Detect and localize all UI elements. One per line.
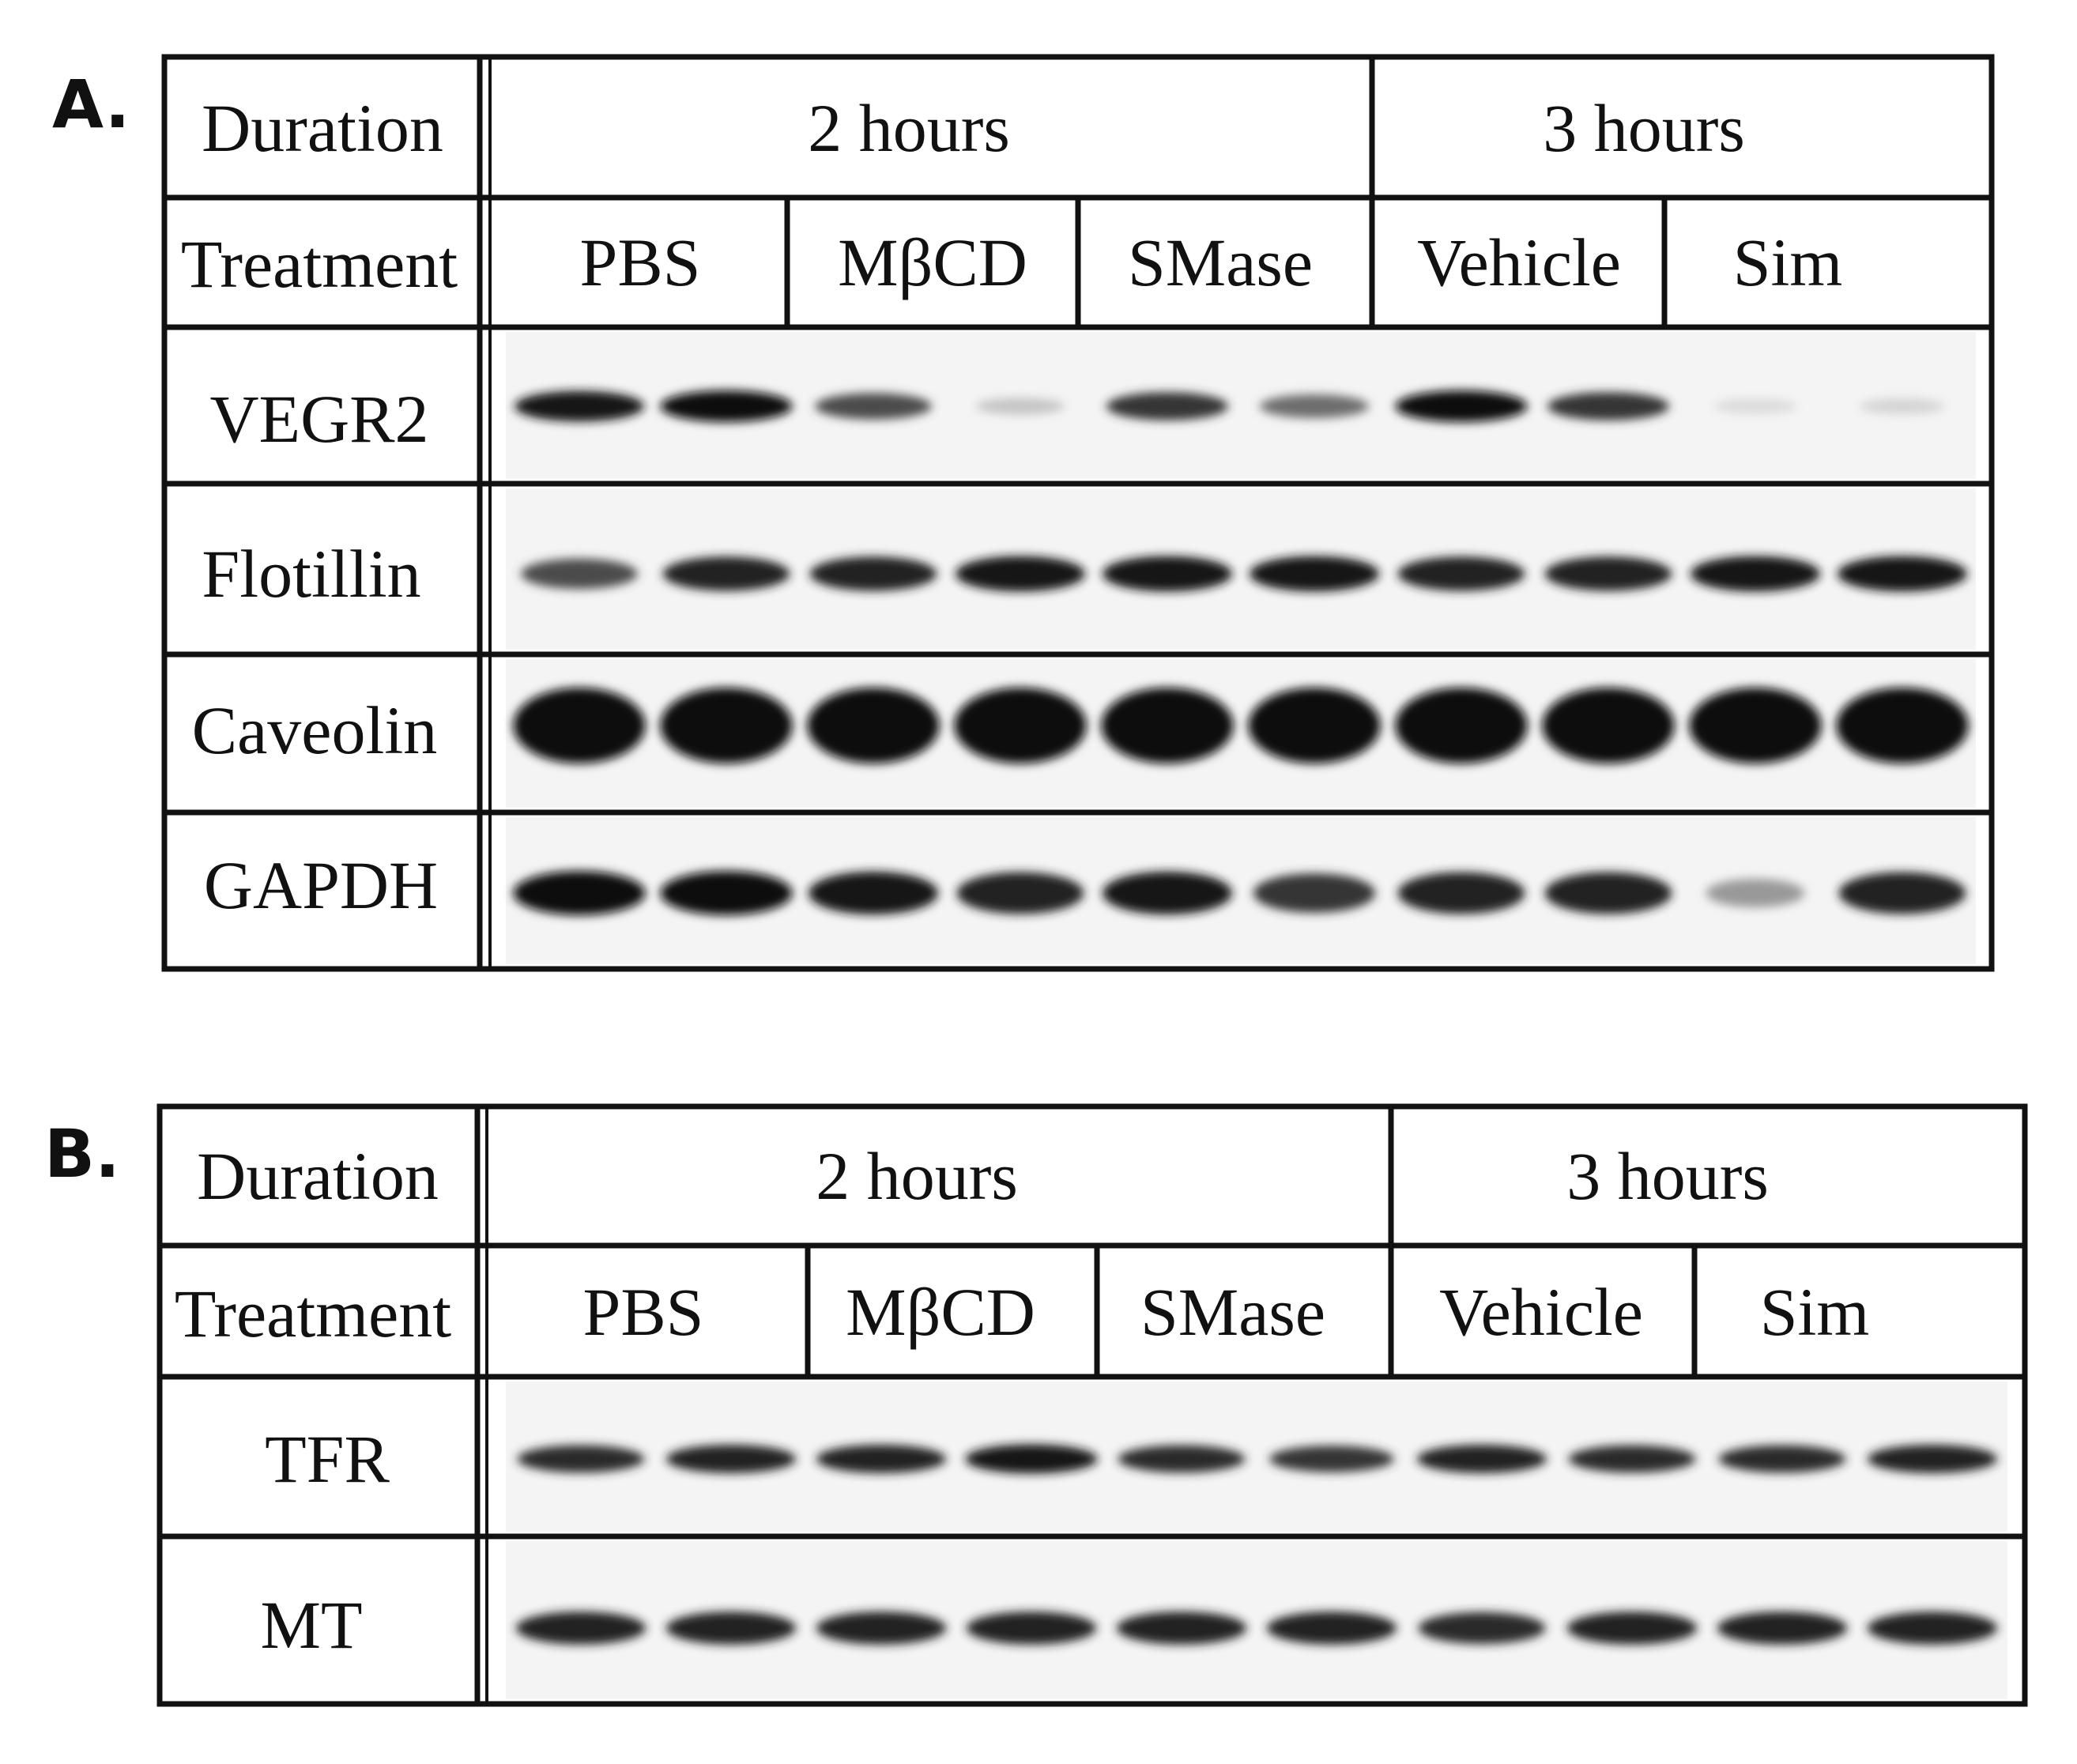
blot-band <box>966 1611 1097 1645</box>
blot-band <box>1397 872 1525 914</box>
blot-band <box>955 556 1086 592</box>
blot-band <box>1547 392 1670 420</box>
panel-b-letter: B. <box>44 1115 120 1193</box>
panel-b-treatment-pbs: PBS <box>582 1274 703 1350</box>
blot-band <box>1689 688 1822 763</box>
blot-band <box>1259 394 1370 419</box>
panel-b-treatment-sim: Sim <box>1760 1274 1870 1350</box>
panel-a-treatment-sim: Sim <box>1733 224 1843 300</box>
blot-band <box>809 556 937 591</box>
blot-band <box>662 556 790 591</box>
panel-a-row-vegr2-label: VEGR2 <box>209 381 428 457</box>
blot-band <box>1838 872 1966 914</box>
panel-b-row-mt-label: MT <box>261 1587 363 1663</box>
blot-band <box>1690 556 1821 592</box>
blot-band <box>816 1611 947 1645</box>
blot-band <box>1395 390 1528 422</box>
panel-b-duration-3h: 3 hours <box>1566 1138 1769 1214</box>
panel-a-treatment-mbcd: MβCD <box>838 224 1027 300</box>
blot-band <box>660 390 793 422</box>
panel-b-treatment-smase: SMase <box>1140 1274 1325 1350</box>
blot-band <box>1248 688 1381 763</box>
panel-a-row-caveolin-label: Caveolin <box>192 692 438 768</box>
blot-band <box>1568 1445 1696 1473</box>
panel-b-treatment-vehicle: Vehicle <box>1439 1274 1643 1350</box>
panel-a-letter: A. <box>52 66 130 143</box>
panel-a-treatment-label: Treatment <box>181 226 458 302</box>
panel-a-blot-bands <box>506 332 1976 964</box>
blot-band <box>1102 556 1233 592</box>
blot-band <box>1395 688 1528 763</box>
blot-band <box>1867 1445 1998 1473</box>
blot-band <box>1106 392 1229 420</box>
blot-band <box>816 1445 947 1473</box>
blot-band <box>1544 872 1672 914</box>
blot-band <box>807 688 940 763</box>
blot-band <box>1116 1611 1247 1645</box>
panel-b-blot-bands <box>506 1381 2007 1699</box>
panel-b-row-tfr-label: TFR <box>265 1421 390 1497</box>
blot-band <box>1860 398 1945 414</box>
panel-a-duration-label: Duration <box>202 90 443 166</box>
blot-band <box>513 871 646 915</box>
blot-band <box>976 398 1065 415</box>
blot-band <box>1418 1611 1546 1645</box>
panel-b: Duration 2 hours 3 hours Treatment PBS M… <box>156 1103 2028 1707</box>
blot-band <box>956 872 1084 914</box>
panel-a: Duration 2 hours 3 hours Treatment PBS M… <box>161 54 1995 972</box>
blot-band <box>665 1445 797 1473</box>
blot-band <box>1269 1446 1394 1472</box>
panel-a-treatment-pbs: PBS <box>579 224 700 300</box>
panel-b-grid <box>156 1103 2028 1707</box>
blot-band <box>1566 1611 1698 1645</box>
blot-band <box>1102 871 1233 915</box>
blot-band <box>1867 1611 1998 1645</box>
blot-band <box>1706 879 1805 907</box>
blot-band <box>1836 688 1969 763</box>
panel-a-row-flotillin-label: Flotillin <box>202 536 420 612</box>
blot-band <box>815 393 932 420</box>
blot-band <box>1416 1445 1547 1473</box>
blot-band <box>665 1611 797 1645</box>
blot-band <box>513 688 646 763</box>
panel-b-treatment-label: Treatment <box>175 1276 451 1351</box>
panel-b-treatment-mbcd: MβCD <box>846 1274 1035 1350</box>
panel-b-duration-label: Duration <box>197 1138 439 1214</box>
blot-band <box>1717 1611 1848 1645</box>
blot-band <box>515 1611 646 1645</box>
blot-band <box>1837 556 1968 592</box>
blot-band <box>954 688 1087 763</box>
blot-band <box>660 688 793 763</box>
blot-band <box>965 1444 1098 1474</box>
panel-a-duration-3h: 3 hours <box>1543 90 1745 166</box>
panel-a-grid <box>161 54 1995 972</box>
blot-band <box>1101 688 1234 763</box>
blot-band <box>521 558 638 590</box>
blot-band <box>1118 1445 1246 1473</box>
blot-band <box>1544 556 1672 591</box>
blot-band <box>1542 688 1675 763</box>
blot-band <box>660 871 793 915</box>
blot-band <box>1397 556 1525 591</box>
panel-b-duration-2h: 2 hours <box>816 1138 1018 1214</box>
blot-band <box>1718 1445 1846 1473</box>
blot-band <box>1266 1611 1397 1645</box>
blot-band <box>517 1445 645 1473</box>
blot-band <box>808 871 939 915</box>
blot-band <box>1713 398 1797 414</box>
blot-band <box>1249 556 1380 592</box>
blot-band <box>514 390 645 422</box>
panel-a-treatment-smase: SMase <box>1128 224 1313 300</box>
blot-band <box>1253 873 1376 913</box>
panel-a-duration-2h: 2 hours <box>808 90 1010 166</box>
panel-a-row-gapdh-label: GAPDH <box>204 847 438 923</box>
panel-a-treatment-vehicle: Vehicle <box>1417 224 1621 300</box>
